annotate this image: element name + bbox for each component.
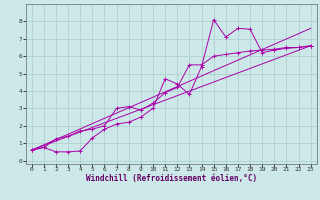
X-axis label: Windchill (Refroidissement éolien,°C): Windchill (Refroidissement éolien,°C) (86, 174, 257, 183)
